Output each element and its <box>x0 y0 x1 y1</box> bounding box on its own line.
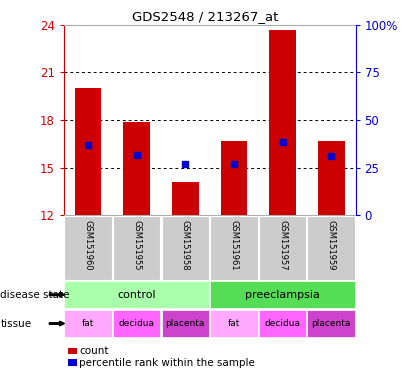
Bar <box>162 310 209 337</box>
Bar <box>113 310 160 337</box>
Text: GSM151960: GSM151960 <box>83 220 92 271</box>
Bar <box>307 310 355 337</box>
Bar <box>162 216 209 280</box>
Bar <box>259 310 306 337</box>
Text: disease state: disease state <box>0 290 70 300</box>
Bar <box>307 216 355 280</box>
Text: GSM151957: GSM151957 <box>278 220 287 271</box>
Text: GSM151961: GSM151961 <box>229 220 238 271</box>
Bar <box>210 310 258 337</box>
Text: GDS2548 / 213267_at: GDS2548 / 213267_at <box>132 10 279 23</box>
Text: GSM151955: GSM151955 <box>132 220 141 271</box>
Text: control: control <box>118 290 156 300</box>
Bar <box>75 88 102 215</box>
Text: placenta: placenta <box>166 319 205 328</box>
Bar <box>172 182 199 215</box>
Text: preeclampsia: preeclampsia <box>245 290 320 300</box>
Bar <box>221 141 247 215</box>
Bar <box>259 216 306 280</box>
Bar <box>64 310 112 337</box>
Text: GSM151958: GSM151958 <box>181 220 190 271</box>
Text: decidua: decidua <box>119 319 155 328</box>
Bar <box>123 122 150 215</box>
Bar <box>113 216 160 280</box>
Bar <box>269 30 296 215</box>
Text: tissue: tissue <box>0 318 32 329</box>
Text: GSM151959: GSM151959 <box>327 220 336 271</box>
Bar <box>210 216 258 280</box>
Text: decidua: decidua <box>265 319 300 328</box>
Text: percentile rank within the sample: percentile rank within the sample <box>79 358 255 368</box>
Text: fat: fat <box>228 319 240 328</box>
Text: placenta: placenta <box>312 319 351 328</box>
Bar <box>64 281 209 308</box>
Text: fat: fat <box>82 319 94 328</box>
Bar <box>210 281 355 308</box>
Text: count: count <box>79 346 109 356</box>
Bar <box>318 141 344 215</box>
Bar <box>64 216 112 280</box>
